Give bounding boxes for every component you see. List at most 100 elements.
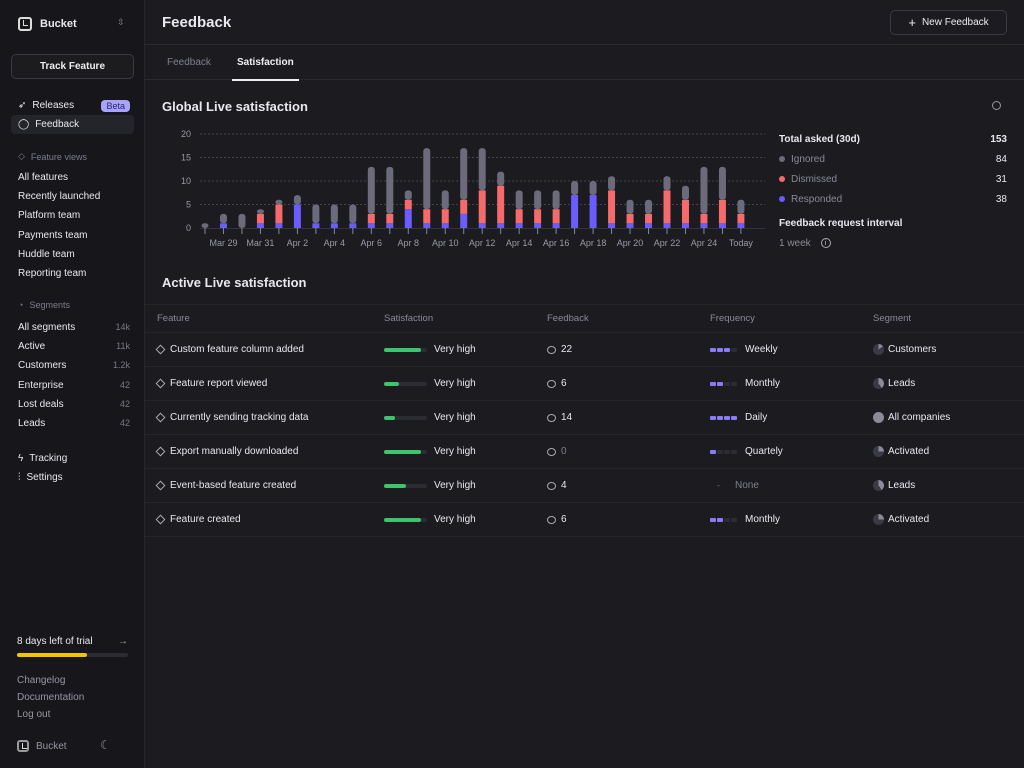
table-row[interactable]: Event-based feature created Very high 4 - No… bbox=[145, 469, 1024, 503]
feature-name[interactable]: Export manually downloaded bbox=[170, 446, 299, 457]
bar-ignored bbox=[219, 213, 227, 224]
col-segment[interactable]: Segment bbox=[873, 313, 912, 324]
satisfaction-fill bbox=[384, 483, 406, 488]
frequency-indicator bbox=[710, 449, 737, 454]
feature-view-item[interactable]: All features bbox=[18, 172, 130, 183]
bar-ignored bbox=[552, 190, 560, 210]
satisfaction-fill bbox=[384, 449, 421, 454]
item-label: Recently launched bbox=[18, 191, 101, 203]
tab-satisfaction[interactable]: Satisfaction bbox=[232, 57, 299, 81]
bar-dismissed bbox=[552, 209, 560, 224]
col-feedback[interactable]: Feedback bbox=[547, 313, 589, 324]
bar-responded bbox=[737, 223, 745, 228]
feature-view-item[interactable]: Reporting team bbox=[18, 268, 130, 279]
col-feature[interactable]: Feature bbox=[157, 313, 190, 324]
segment-item[interactable]: Lost deals 42 bbox=[18, 399, 130, 410]
nav-releases[interactable]: ➶ Releases Beta bbox=[11, 96, 134, 115]
feature-name[interactable]: Currently sending tracking data bbox=[170, 412, 309, 423]
feature-view-item[interactable]: Huddle team bbox=[18, 249, 130, 260]
table-row[interactable]: Currently sending tracking data Very high… bbox=[145, 401, 1024, 435]
feedback-count: 4 bbox=[561, 480, 567, 491]
col-satisfaction[interactable]: Satisfaction bbox=[384, 313, 434, 324]
table-row[interactable]: Export manually downloaded Very high 0 Quar… bbox=[145, 435, 1024, 469]
feature-name[interactable]: Custom feature column added bbox=[170, 344, 304, 355]
segment-item[interactable]: Active 11k bbox=[18, 341, 130, 352]
chevron-updown-icon[interactable]: ⇳ bbox=[117, 17, 125, 27]
segment-pie-icon bbox=[873, 480, 884, 491]
segment-item[interactable]: Enterprise 42 bbox=[18, 380, 130, 391]
bar-responded bbox=[571, 195, 579, 228]
feature-name[interactable]: Feature created bbox=[170, 514, 241, 525]
tab-feedback[interactable]: Feedback bbox=[167, 57, 211, 68]
x-tick-label: Apr 16 bbox=[543, 238, 570, 248]
frequency-pip bbox=[731, 517, 737, 522]
nav-settings[interactable]: ⫶ Settings bbox=[11, 468, 134, 487]
satisfaction-label: Very high bbox=[434, 514, 476, 525]
comment-icon bbox=[547, 515, 556, 524]
segments-heading: ◔ Segments bbox=[18, 300, 70, 310]
changelog-link[interactable]: Changelog bbox=[17, 675, 66, 686]
documentation-link[interactable]: Documentation bbox=[17, 692, 85, 703]
x-tick-label: Apr 22 bbox=[654, 238, 681, 248]
workspace-switcher[interactable]: Bucket bbox=[18, 17, 77, 31]
bar-responded bbox=[219, 223, 227, 228]
bar-dismissed bbox=[367, 213, 375, 224]
satisfaction-bar bbox=[384, 381, 427, 386]
item-label: Reporting team bbox=[18, 268, 87, 279]
bar-ignored bbox=[293, 195, 301, 205]
moon-icon[interactable]: ☾ bbox=[100, 738, 111, 752]
legend-label: Dismissed bbox=[791, 173, 838, 185]
chat-bubble-icon: ◯ bbox=[18, 119, 30, 130]
item-label: Lost deals bbox=[18, 398, 64, 410]
logout-link[interactable]: Log out bbox=[17, 709, 51, 720]
bar-ignored bbox=[571, 181, 579, 196]
info-icon[interactable]: i bbox=[820, 238, 831, 248]
segment-item[interactable]: All segments 14k bbox=[18, 322, 130, 333]
frequency-pip bbox=[710, 347, 716, 352]
group-label: Segments bbox=[29, 300, 70, 310]
feature-view-item[interactable]: Platform team bbox=[18, 210, 130, 221]
x-tick-label: Apr 8 bbox=[398, 238, 420, 248]
bar-dismissed bbox=[534, 209, 542, 224]
bar-ignored bbox=[589, 181, 597, 196]
feature-diamond-icon bbox=[155, 480, 166, 491]
table-row[interactable]: Feature report viewed Very high 6 Monthly Le… bbox=[145, 367, 1024, 401]
feature-view-item[interactable]: Recently launched bbox=[18, 191, 130, 202]
col-frequency[interactable]: Frequency bbox=[710, 313, 755, 324]
nav-tracking[interactable]: ϟ Tracking bbox=[11, 449, 134, 468]
bar-responded bbox=[349, 223, 357, 228]
legend-value: 84 bbox=[995, 153, 1007, 165]
frequency-pip bbox=[717, 517, 723, 522]
interval-label: Feedback request interval bbox=[779, 217, 903, 229]
frequency-label: Weekly bbox=[745, 344, 778, 355]
bar-responded bbox=[330, 223, 338, 228]
bar-responded bbox=[404, 209, 412, 228]
satisfaction-label: Very high bbox=[434, 480, 476, 491]
comment-icon bbox=[547, 413, 556, 422]
bar-ignored bbox=[330, 204, 338, 224]
new-feedback-button[interactable]: + New Feedback bbox=[890, 10, 1007, 35]
item-label: All segments bbox=[18, 322, 76, 333]
bar-ignored bbox=[349, 204, 357, 224]
beta-badge: Beta bbox=[101, 99, 130, 112]
global-satisfaction-title: Global Live satisfaction bbox=[162, 99, 308, 114]
trial-status[interactable]: 8 days left of trial → bbox=[17, 636, 128, 647]
table-row[interactable]: Custom feature column added Very high 22 We… bbox=[145, 333, 1024, 367]
table-row[interactable]: Feature created Very high 6 Monthly Activate… bbox=[145, 503, 1024, 537]
item-count: 1.2k bbox=[112, 360, 130, 371]
track-feature-button[interactable]: Track Feature bbox=[11, 54, 134, 79]
x-tick-label: Apr 12 bbox=[469, 238, 496, 248]
segment-item[interactable]: Leads 42 bbox=[18, 418, 130, 429]
dash-icon: - bbox=[717, 481, 720, 490]
legend-dot-icon bbox=[779, 196, 785, 202]
feature-name[interactable]: Event-based feature created bbox=[170, 480, 297, 491]
gear-icon[interactable] bbox=[992, 101, 1001, 110]
feature-view-item[interactable]: Payments team bbox=[18, 230, 130, 241]
bar-responded bbox=[718, 223, 726, 228]
bar-ignored bbox=[515, 190, 523, 210]
total-label: Total asked (30d) bbox=[779, 133, 860, 145]
nav-feedback[interactable]: ◯ Feedback bbox=[11, 115, 134, 134]
feature-name[interactable]: Feature report viewed bbox=[170, 378, 268, 389]
total-value: 153 bbox=[990, 133, 1007, 145]
segment-item[interactable]: Customers 1.2k bbox=[18, 360, 130, 371]
